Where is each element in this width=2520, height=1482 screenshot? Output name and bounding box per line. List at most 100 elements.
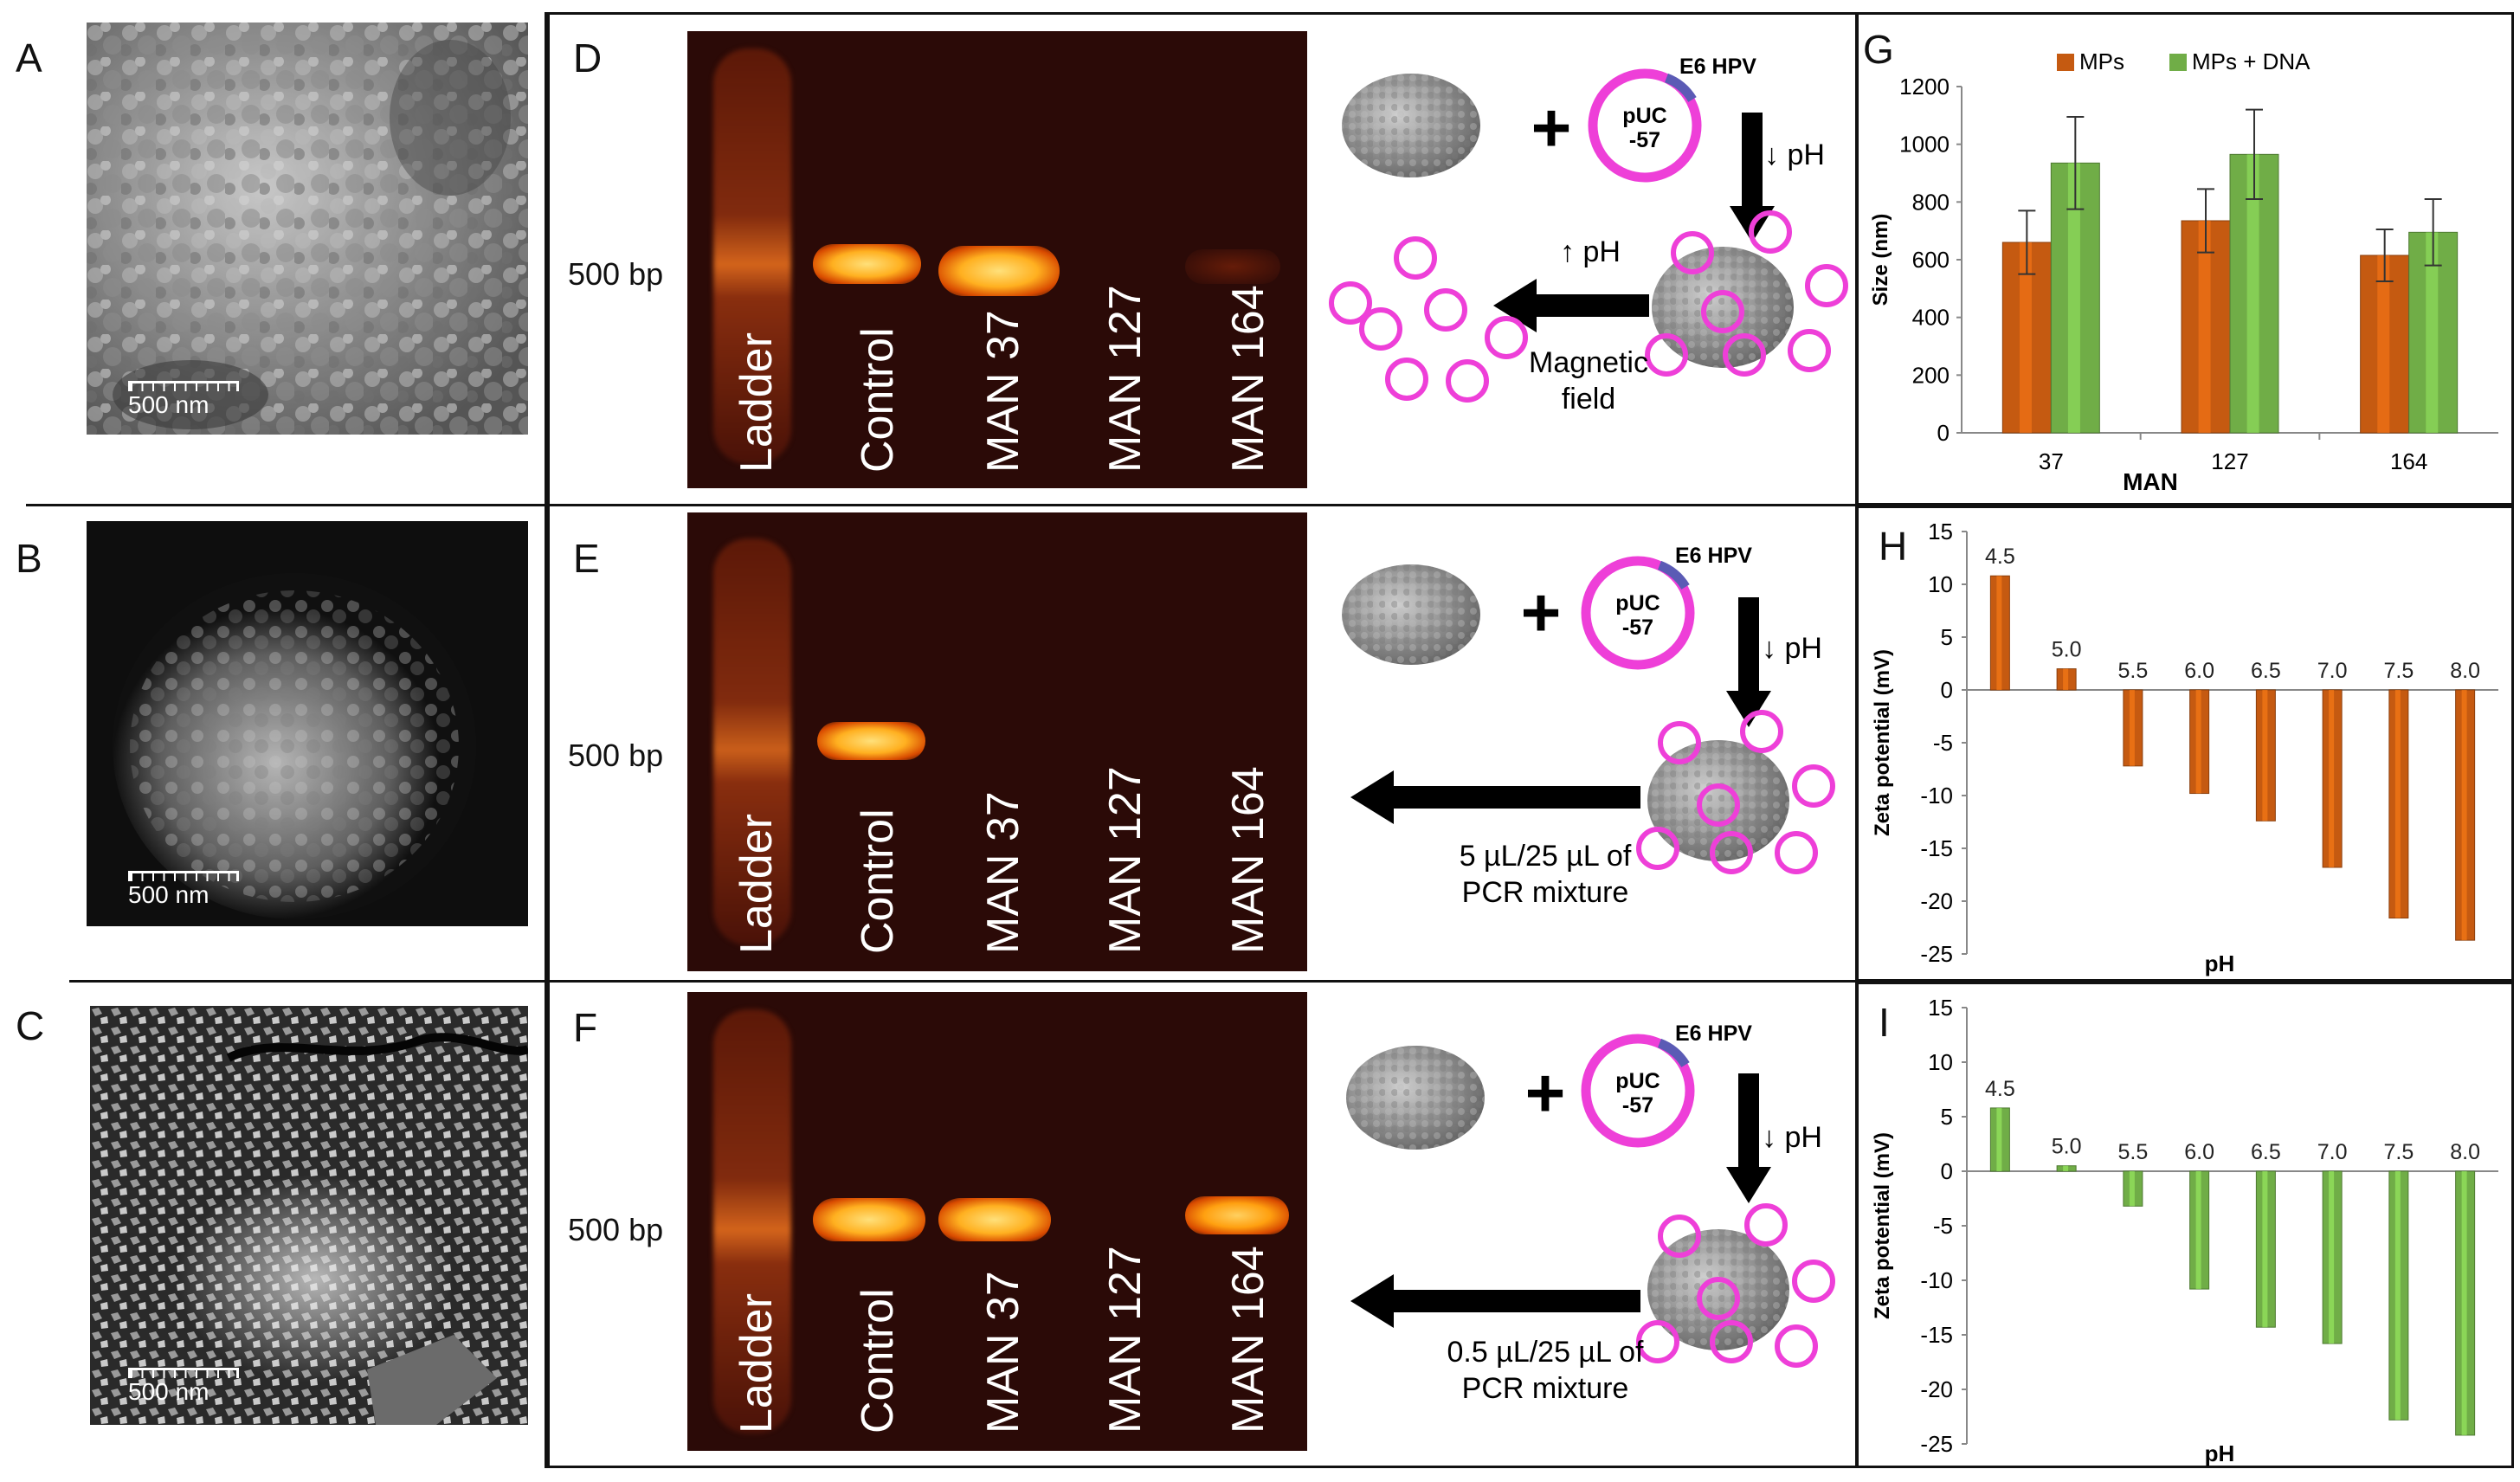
panel-letter-c: C [16, 1003, 45, 1048]
lane-label-man164-d: MAN 164 [1223, 285, 1273, 473]
bar-label-5: 7.0 [2317, 659, 2348, 683]
ladder-smear-d [713, 48, 791, 464]
y-axis-title: Zeta potential (mV) [1871, 649, 1894, 836]
bar-label-6: 7.5 [2383, 1140, 2414, 1164]
band-control-f [813, 1198, 925, 1241]
scale-label-a: 500 nm [128, 391, 209, 418]
y-tick-label: -10 [1920, 783, 1953, 809]
x-tick-label: 37 [2039, 448, 2064, 474]
lane-label-ladder-e: Ladder [732, 814, 782, 954]
ladder-smear-e [713, 538, 791, 945]
lane-label-control-f: Control [853, 1288, 903, 1434]
bp-label-e: 500 bp [568, 738, 664, 773]
arrow-left-icon [1350, 1274, 1640, 1328]
lane-label-man37-f: MAN 37 [978, 1271, 1028, 1434]
plasmid-label-top: pUC [1622, 104, 1666, 128]
scale-bar-a: 500 nm [128, 381, 239, 419]
bar-highlight [1996, 576, 2002, 690]
panel-letter-a: A [16, 35, 42, 81]
band-man164-f [1185, 1196, 1289, 1234]
legend-swatch-1 [2169, 54, 2187, 71]
bar-label-0: 4.5 [1985, 544, 2015, 569]
bar-highlight [2426, 232, 2439, 433]
bar-highlight [2329, 690, 2335, 867]
scale-label-c: 500 nm [128, 1378, 209, 1405]
frame-chart-g [1856, 12, 2514, 506]
chart-size: MPs MPs + DNA 0 200 400 600 800 1000 1200 Size (n… [1869, 48, 2498, 495]
scale-bar-c: 500 nm [128, 1368, 239, 1406]
frame-chart-h [1856, 506, 2514, 982]
bar-highlight [2129, 690, 2135, 766]
lane-label-man127-d: MAN 127 [1100, 285, 1150, 473]
chart-zeta-i: -25 -20 -15 -10 -5 0 5 10 15 Zeta potential (mV) 4… [1871, 995, 2498, 1466]
plasmid-icon: pUC -57 [1588, 68, 1702, 183]
chart-zeta-h: -25 -20 -15 -10 -5 0 5 10 15 Zeta potential (mV) 4… [1871, 519, 2498, 976]
x-axis-title: pH [2205, 1440, 2235, 1466]
sem-image-c [90, 1006, 528, 1425]
insert-label: E6 HPV [1679, 55, 1756, 79]
bar-highlight [2394, 1171, 2401, 1421]
lane-label-ladder-f: Ladder [732, 1293, 782, 1434]
gel-image-f: Ladder Control MAN 37 MAN 127 MAN 164 [687, 992, 1307, 1451]
y-tick-label: -20 [1920, 888, 1953, 914]
release-line2-e: PCR mixture [1462, 876, 1629, 909]
bar-highlight [2129, 1171, 2135, 1207]
plasmid-label-top: pUC [1615, 591, 1660, 615]
lane-label-man37-d: MAN 37 [978, 310, 1028, 473]
bar-label-4: 6.5 [2251, 659, 2281, 683]
y-tick-label: 15 [1928, 519, 1953, 544]
plus-icon: + [1521, 574, 1562, 651]
bar-label-1: 5.0 [2052, 1135, 2082, 1159]
lane-label-man127-e: MAN 127 [1100, 766, 1150, 954]
bar-highlight [2461, 1171, 2467, 1435]
panel-letter-d: D [573, 35, 603, 81]
legend-swatch-0 [2057, 54, 2074, 71]
bp-label-f: 500 bp [568, 1212, 664, 1247]
bar-label-4: 6.5 [2251, 1140, 2281, 1164]
lane-label-man164-f: MAN 164 [1223, 1246, 1273, 1434]
panel-letter-e: E [573, 536, 600, 581]
band-man37-d [938, 246, 1060, 296]
schematic-d: + pUC -57 E6 HPV ↓ pH ↑ pH Magnetic fiel… [1329, 55, 1848, 416]
bar-label-5: 7.0 [2317, 1140, 2348, 1164]
band-man37-f [938, 1198, 1051, 1241]
bar-label-7: 8.0 [2450, 1140, 2480, 1164]
bar-label-7: 8.0 [2450, 659, 2480, 683]
bar-highlight [2377, 255, 2390, 433]
y-tick-label: 400 [1912, 305, 1950, 331]
mp-with-dna-icon [1645, 210, 1848, 377]
lane-label-man127-f: MAN 127 [1100, 1246, 1150, 1434]
arrow-left-icon [1493, 279, 1649, 332]
panel-letter-h: H [1879, 524, 1908, 569]
x-axis-title: pH [2205, 950, 2235, 976]
microparticle-icon [1342, 564, 1480, 665]
release-line2-f: PCR mixture [1462, 1372, 1629, 1405]
mp-with-dna-icon [1636, 710, 1835, 874]
bar-label-3: 6.0 [2184, 659, 2214, 683]
frame-chart-i [1856, 982, 2514, 1468]
bar-highlight [2063, 1165, 2069, 1171]
bar-label-0: 4.5 [1985, 1077, 2015, 1101]
band-man164-d [1185, 249, 1280, 284]
bar-label-1: 5.0 [2052, 638, 2082, 662]
y-tick-label: 0 [1941, 677, 1953, 703]
gel-image-d: Ladder Control MAN 37 MAN 127 MAN 164 [687, 31, 1307, 488]
y-tick-label: -10 [1920, 1267, 1953, 1293]
y-tick-label: 5 [1941, 624, 1953, 650]
legend-label-1: MPs + DNA [2192, 48, 2311, 74]
lane-label-control-e: Control [853, 809, 903, 954]
arrow-left-icon [1350, 770, 1640, 824]
y-tick-label: 0 [1941, 1158, 1953, 1184]
bar-highlight [2195, 1171, 2201, 1290]
y-tick-label: 200 [1912, 362, 1950, 388]
x-tick-label: 164 [2390, 448, 2427, 474]
plus-icon: + [1531, 89, 1572, 166]
plasmid-icon: pUC -57 [1581, 556, 1695, 670]
lane-label-control-d: Control [853, 327, 903, 473]
plasmid-label-bottom: -57 [1629, 128, 1660, 152]
bar-label-3: 6.0 [2184, 1140, 2214, 1164]
free-plasmids-icon [1329, 236, 1528, 403]
plasmid-label-bottom: -57 [1622, 1093, 1653, 1118]
x-tick-label: 127 [2211, 448, 2248, 474]
bp-label-d: 500 bp [568, 256, 664, 292]
